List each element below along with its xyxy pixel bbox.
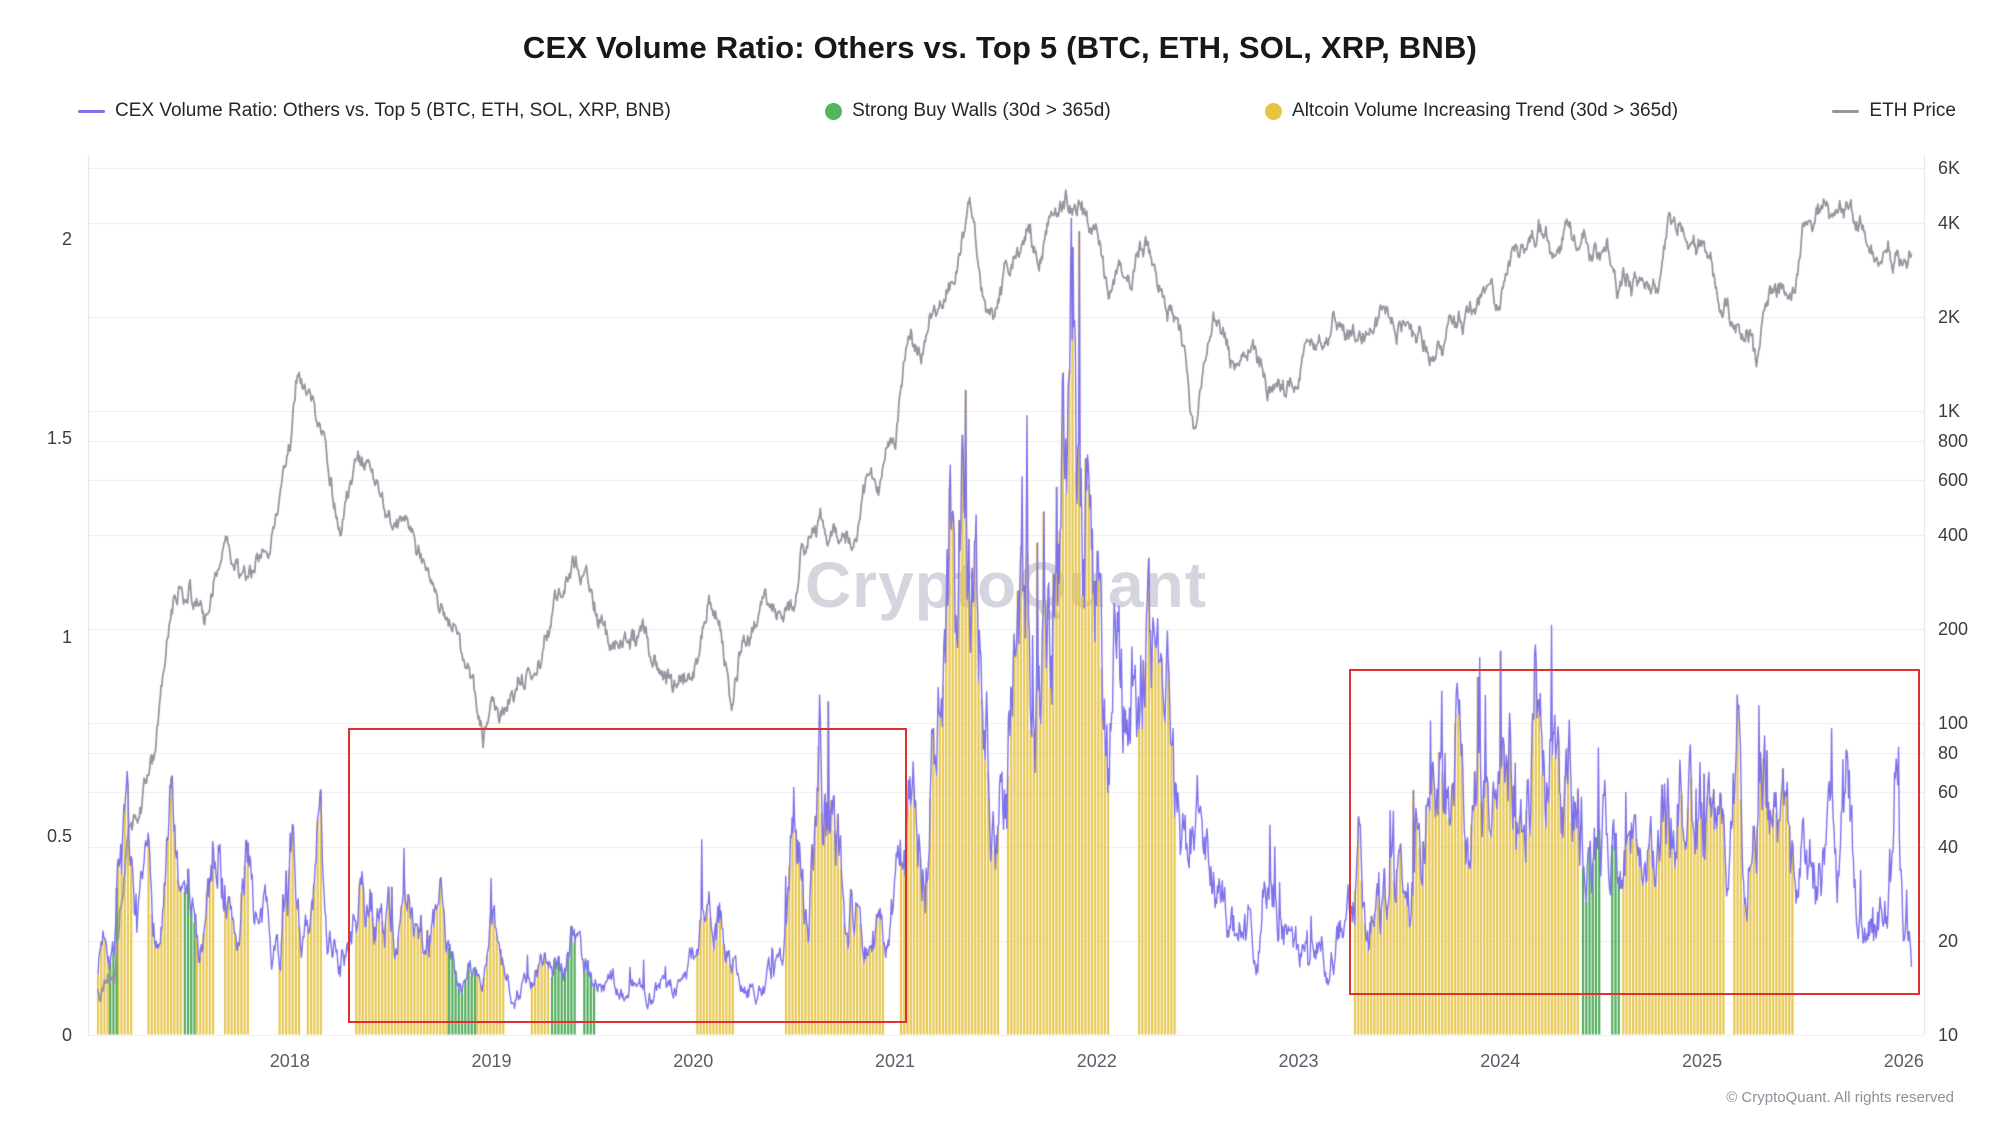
- legend-item-eth-price[interactable]: ETH Price: [1832, 100, 1956, 122]
- dot-swatch-icon: [825, 102, 843, 120]
- legend-label: Altcoin Volume Increasing Trend (30d > 3…: [1292, 100, 1679, 121]
- legend-label: CEX Volume Ratio: Others vs. Top 5 (BTC,…: [115, 100, 671, 121]
- line-swatch-icon: [78, 109, 105, 113]
- dot-swatch-icon: [1265, 102, 1283, 120]
- legend-item-altcoin-volume-trend[interactable]: Altcoin Volume Increasing Trend (30d > 3…: [1265, 100, 1678, 122]
- copyright-notice: © CryptoQuant. All rights reserved: [1726, 1089, 1954, 1106]
- chart-title: CEX Volume Ratio: Others vs. Top 5 (BTC,…: [522, 30, 1478, 65]
- legend-label: ETH Price: [1869, 100, 1956, 121]
- legend-item-cex-volume-ratio[interactable]: CEX Volume Ratio: Others vs. Top 5 (BTC,…: [78, 100, 671, 122]
- legend-label: Strong Buy Walls (30d > 365d): [852, 100, 1111, 121]
- legend-item-strong-buy-walls[interactable]: Strong Buy Walls (30d > 365d): [825, 100, 1111, 122]
- line-swatch-icon: [1832, 109, 1860, 113]
- chart-legend: CEX Volume Ratio: Others vs. Top 5 (BTC,…: [78, 100, 1956, 122]
